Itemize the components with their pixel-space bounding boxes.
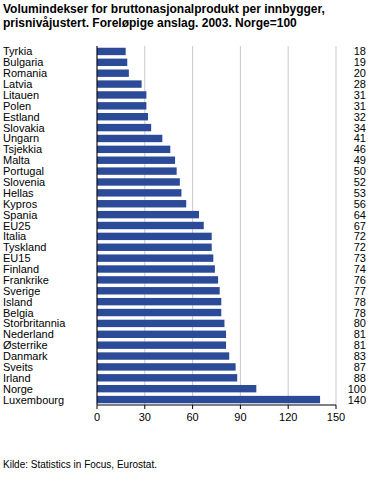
- data-label: 140: [348, 394, 366, 406]
- bar: [97, 113, 148, 120]
- bar: [97, 80, 142, 87]
- tick-label: 120: [279, 411, 297, 423]
- bar: [97, 287, 220, 294]
- bar: [97, 320, 224, 327]
- bar: [97, 244, 212, 251]
- tick-label: 60: [186, 411, 198, 423]
- bar: [97, 254, 213, 261]
- tick-label: 30: [139, 411, 151, 423]
- bar: [97, 385, 256, 392]
- tick-mark: [240, 405, 241, 409]
- bar: [97, 265, 215, 272]
- bar: [97, 189, 181, 196]
- category-label: Luxembourg: [3, 394, 64, 406]
- bar: [97, 48, 126, 55]
- bar: [97, 146, 170, 153]
- source: Kilde: Statistics in Focus, Eurostat.: [3, 459, 157, 470]
- bar: [97, 341, 226, 348]
- tick-mark: [288, 405, 289, 409]
- tick-label: 0: [94, 411, 100, 423]
- bar: [97, 200, 186, 207]
- bar: [97, 102, 146, 109]
- x-axis: [97, 405, 336, 406]
- bars: [97, 48, 320, 404]
- bar: [97, 374, 237, 381]
- tick-mark: [97, 405, 98, 409]
- bar: [97, 363, 236, 370]
- bar: [97, 167, 177, 174]
- title: Volumindekser for bruttonasjonalprodukt …: [3, 2, 325, 16]
- title: prisnivåjustert. Foreløpige anslag. 2003…: [3, 16, 297, 30]
- bar: [97, 178, 180, 185]
- grid-line: [240, 46, 241, 405]
- bar: [97, 352, 229, 359]
- bar: [97, 59, 127, 66]
- tick-mark: [192, 405, 193, 409]
- tick-label: 90: [234, 411, 246, 423]
- bar: [97, 91, 146, 98]
- bar: [97, 298, 221, 305]
- bar: [97, 135, 162, 142]
- bar: [97, 309, 221, 316]
- grid-line: [288, 46, 289, 405]
- bar: [97, 233, 212, 240]
- tick-label: 150: [327, 411, 345, 423]
- bar: [97, 331, 226, 338]
- grid-line: [97, 46, 98, 405]
- y-axis: [97, 46, 98, 405]
- chart: Volumindekser for bruttonasjonalprodukt …: [0, 0, 369, 483]
- bar: [97, 69, 129, 76]
- bar: [97, 396, 320, 403]
- bar: [97, 157, 175, 164]
- bar: [97, 211, 199, 218]
- bar: [97, 124, 151, 131]
- grid-line: [336, 46, 337, 405]
- tick-mark: [336, 405, 337, 409]
- bar: [97, 222, 204, 229]
- tick-mark: [144, 405, 145, 409]
- bar: [97, 276, 218, 283]
